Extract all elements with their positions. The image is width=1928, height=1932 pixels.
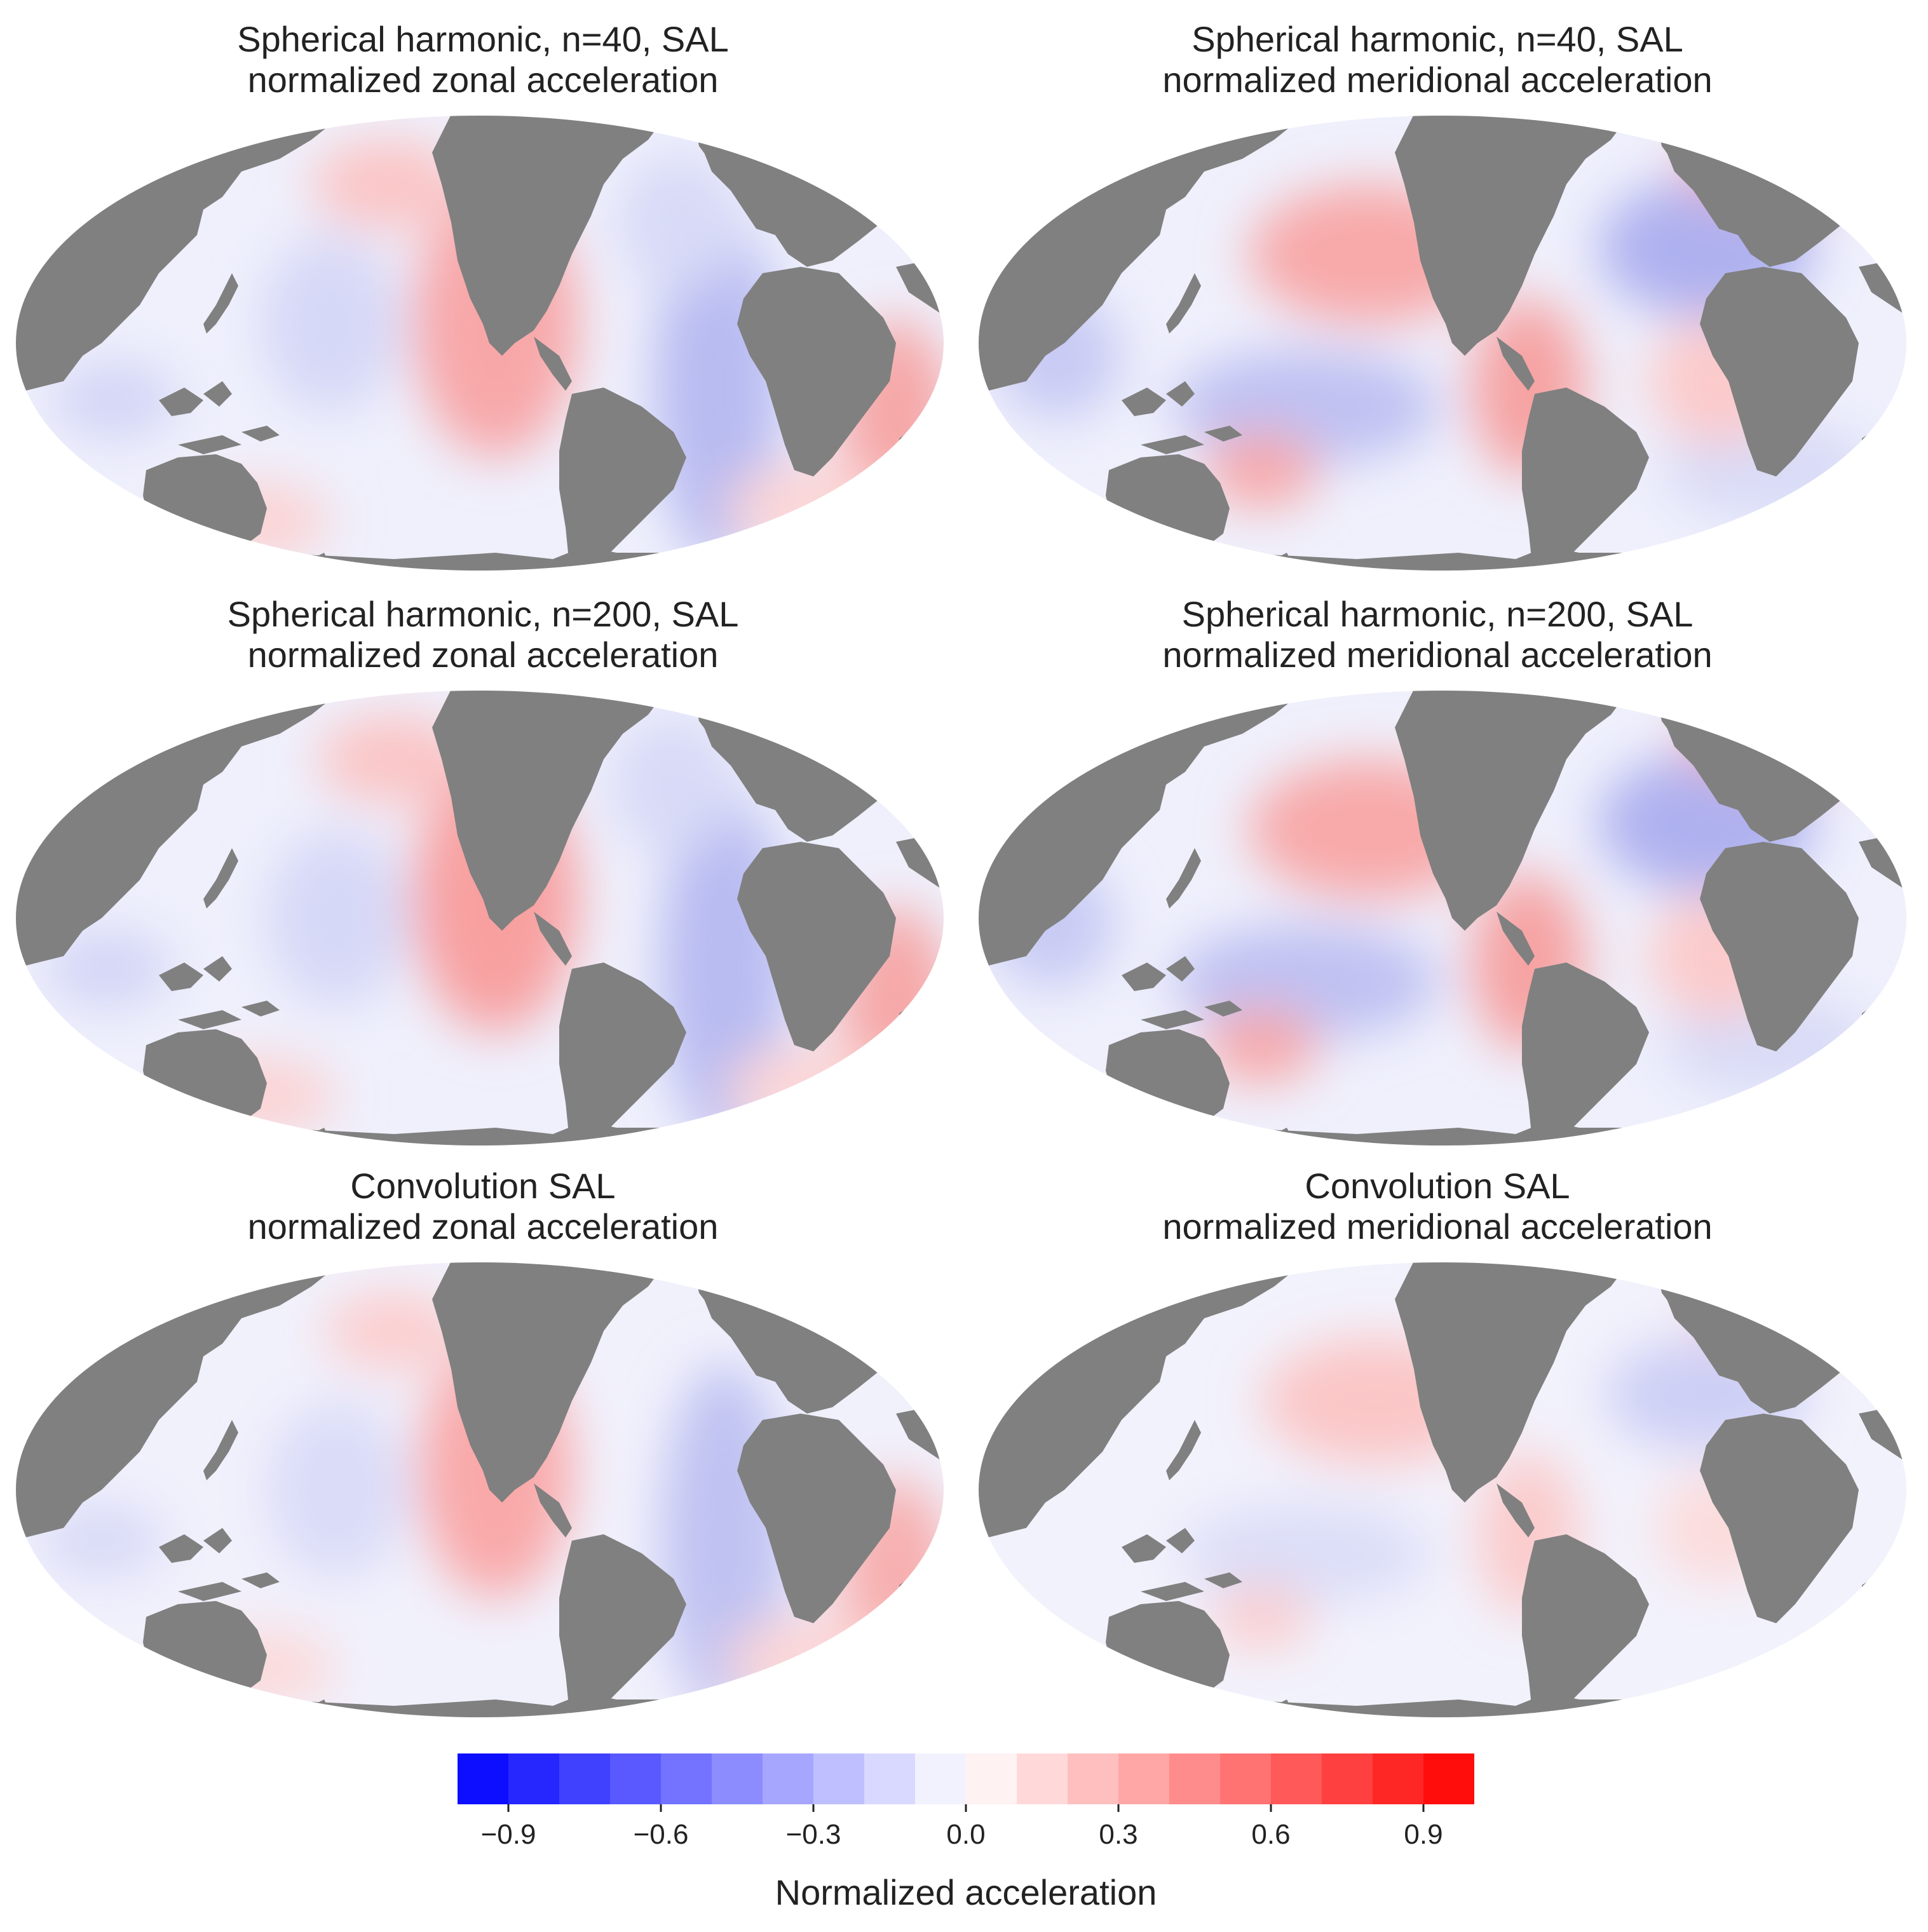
panel-title-line2: normalized meridional acceleration (1162, 635, 1713, 675)
colorbar-swatch (864, 1753, 916, 1804)
panel-title-p4: Spherical harmonic, n=200, SAL normalize… (961, 594, 1914, 675)
panel-title-line1: Spherical harmonic, n=40, SAL (1191, 19, 1683, 59)
colorbar-swatch (813, 1753, 865, 1804)
map-panel-p4 (979, 691, 1906, 1145)
panel-title-p5: Convolution SAL normalized zonal acceler… (6, 1166, 960, 1247)
colorbar-tick-label: −0.6 (634, 1819, 689, 1850)
colorbar-ticks: −0.9 −0.6 −0.3 0.0 0.3 0.6 0.9 (481, 1804, 1443, 1850)
panel-title-line1: Spherical harmonic, n=200, SAL (227, 594, 739, 634)
map-panel-p6 (979, 1262, 1906, 1717)
map-panel-p3 (16, 691, 944, 1145)
colorbar-swatch (1068, 1753, 1119, 1804)
map-panel-p2 (979, 116, 1906, 571)
colorbar-swatch (1169, 1753, 1221, 1804)
colorbar-tick-label: 0.9 (1404, 1819, 1443, 1850)
colorbar-tick-label: −0.3 (786, 1819, 841, 1850)
map-panel-p5 (16, 1262, 944, 1717)
panel-title-line2: normalized zonal acceleration (247, 635, 719, 675)
colorbar-swatch (610, 1753, 662, 1804)
panel-title-line1: Spherical harmonic, n=200, SAL (1181, 594, 1694, 634)
panel-title-p6: Convolution SAL normalized meridional ac… (961, 1166, 1914, 1247)
panel-title-p3: Spherical harmonic, n=200, SAL normalize… (6, 594, 960, 675)
map-panel-p1 (16, 116, 944, 571)
colorbar-swatch (1423, 1753, 1474, 1804)
colorbar: −0.9 −0.6 −0.3 0.0 0.3 0.6 0.9 Normalized acce… (458, 1753, 1474, 1912)
panel-title-line1: Spherical harmonic, n=40, SAL (237, 19, 729, 59)
panel-title-line1: Convolution SAL (1305, 1166, 1570, 1206)
colorbar-swatches (458, 1753, 1474, 1804)
panel-title-p2: Spherical harmonic, n=40, SAL normalized… (961, 19, 1914, 100)
colorbar-swatch (559, 1753, 611, 1804)
colorbar-swatch (1220, 1753, 1272, 1804)
colorbar-swatch (1373, 1753, 1424, 1804)
colorbar-label: Normalized acceleration (775, 1872, 1157, 1912)
panel-title-line2: normalized zonal acceleration (247, 1206, 719, 1246)
colorbar-swatch (1271, 1753, 1322, 1804)
colorbar-swatch (763, 1753, 814, 1804)
colorbar-swatch (1017, 1753, 1068, 1804)
panel-title-p1: Spherical harmonic, n=40, SAL normalized… (6, 19, 960, 100)
colorbar-swatch (966, 1753, 1017, 1804)
colorbar-swatch (1118, 1753, 1170, 1804)
colorbar-swatch (661, 1753, 712, 1804)
colorbar-tick-label: −0.9 (481, 1819, 536, 1850)
colorbar-swatch (712, 1753, 763, 1804)
panel-title-line1: Convolution SAL (350, 1166, 616, 1206)
panel-title-line2: normalized zonal acceleration (247, 60, 719, 100)
colorbar-swatch (458, 1753, 509, 1804)
panel-title-line2: normalized meridional acceleration (1162, 1206, 1713, 1246)
colorbar-swatch (1322, 1753, 1373, 1804)
colorbar-tick-label: 0.6 (1251, 1819, 1290, 1850)
colorbar-tick-label: 0.3 (1099, 1819, 1137, 1850)
panel-title-line2: normalized meridional acceleration (1162, 60, 1713, 100)
colorbar-swatch (508, 1753, 560, 1804)
colorbar-tick-label: 0.0 (946, 1819, 985, 1850)
colorbar-swatch (915, 1753, 967, 1804)
